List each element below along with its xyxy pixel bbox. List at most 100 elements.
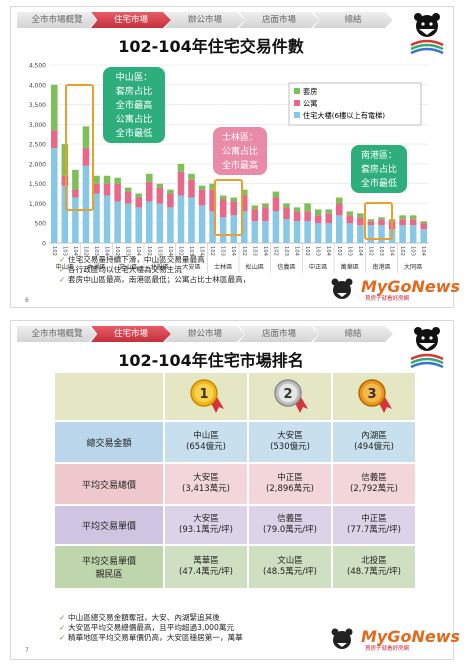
medal-cell: 1 <box>165 373 247 420</box>
nav-tab-market-overview[interactable]: 全市市場概覽 <box>17 326 97 342</box>
bar-segment <box>103 183 111 196</box>
bar-segment <box>378 225 385 243</box>
x-year-label: 102 <box>51 246 57 256</box>
nav-tab-residential[interactable]: 住宅市場 <box>91 12 171 28</box>
bar-segment <box>314 223 322 243</box>
bar-segment <box>188 173 195 180</box>
bar-segment <box>283 207 290 220</box>
x-district-label: 萬華區 <box>341 263 360 271</box>
bar-segment <box>124 191 132 204</box>
bar-segment <box>61 185 69 243</box>
bar-segment <box>93 193 100 243</box>
y-tick-label: 1,500 <box>29 181 46 188</box>
x-year-label: 103 <box>346 246 352 256</box>
watermark-subtext: 買房子就看好房網 <box>365 296 410 302</box>
bar-segment <box>177 195 185 243</box>
bar-segment <box>420 221 427 224</box>
row-header-affordable-districts: 平均交易單價 親民區 <box>55 546 163 588</box>
bar-segment <box>293 207 301 212</box>
bar-segment <box>262 221 269 243</box>
rank-cell: 萬華區 (47.4萬元/坪) <box>165 546 247 588</box>
x-year-label: 102 <box>367 246 373 256</box>
bar-segment <box>209 189 216 212</box>
rank-cell: 大安區 (3,413萬元) <box>165 464 247 504</box>
highlight-box-zhongshan <box>65 84 94 211</box>
bar-segment <box>241 211 248 243</box>
watermark-text: MyGoNews <box>361 627 461 646</box>
bar-segment <box>272 211 280 243</box>
watermark-text: MyGoNews <box>361 277 461 296</box>
rank-cell: 信義區 (79.0萬元/坪) <box>249 506 331 544</box>
bar-segment <box>135 193 142 198</box>
bar-segment <box>325 223 332 243</box>
nav-tab-summary[interactable]: 總結 <box>313 326 393 342</box>
table-row: 平均交易總價 大安區 (3,413萬元) 中正區 (2,896萬元) 信義區 (2,7… <box>55 464 415 504</box>
district-name: 信義區 <box>277 514 303 524</box>
bar-segment <box>124 203 132 243</box>
y-tick-label: 0 <box>42 241 46 248</box>
callout-shilin-text: 士林區：公寓占比全市最高 <box>222 131 258 171</box>
x-year-label: 103 <box>125 246 131 256</box>
nav-tab-market-overview[interactable]: 全市市場概覽 <box>17 12 97 28</box>
bar-segment <box>103 195 111 243</box>
bar-segment <box>346 215 354 224</box>
bar-segment <box>188 179 195 198</box>
y-tick-label: 2,500 <box>29 142 46 149</box>
finding-item: 各行政區均以住宅大樓為交易主流 <box>59 265 250 275</box>
district-value: (530億元) <box>270 442 310 452</box>
rank-cell: 北投區 (48.7萬元/坪) <box>333 546 415 588</box>
bar-segment <box>93 175 100 184</box>
bar-segment <box>325 209 332 214</box>
transaction-count-chart: 0 500 1,000 1,500 2,000 2,500 3,000 3,500 4,000 4… <box>29 63 429 273</box>
bar-segment <box>114 201 121 243</box>
section-nav: 全市市場概覽 住宅市場 辦公市場 店面市場 總結 <box>17 326 393 342</box>
legend-label-suite: 套房 <box>303 87 317 96</box>
x-year-label: 104 <box>294 246 300 257</box>
bar-segment <box>188 197 195 243</box>
bar-segment <box>367 225 375 243</box>
bar-segment <box>167 207 174 243</box>
x-year-label: 104 <box>72 246 78 257</box>
bar-segment <box>283 219 290 243</box>
bar-segment <box>61 144 69 176</box>
bar-segment <box>61 175 69 186</box>
bar-segment <box>314 209 322 216</box>
nav-tab-office[interactable]: 辦公市場 <box>165 12 245 28</box>
nav-tab-office[interactable]: 辦公市場 <box>165 326 245 342</box>
district-name: 內湖區 <box>361 431 387 441</box>
nav-tab-retail[interactable]: 店面市場 <box>239 12 319 28</box>
y-tick-label: 3,500 <box>29 102 46 109</box>
bar-segment <box>272 191 280 198</box>
bar-segment <box>283 203 290 208</box>
x-year-label: 103 <box>156 246 162 256</box>
bar-segment <box>399 225 406 243</box>
bar-segment <box>177 163 185 172</box>
medal-rank-1: 1 <box>199 387 208 402</box>
bar-segment <box>103 175 111 184</box>
nav-tab-summary[interactable]: 總結 <box>313 12 393 28</box>
legend-label-apartment: 公寓 <box>303 99 317 108</box>
bar-segment <box>399 215 406 220</box>
ranking-table: 1 2 3 總交易金額 <box>53 371 417 590</box>
chart-legend <box>288 82 422 126</box>
bear-mascot-icon <box>331 628 353 649</box>
bar-segment <box>304 211 311 222</box>
nav-tab-retail[interactable]: 店面市場 <box>239 326 319 342</box>
district-value: (494億元) <box>354 442 394 452</box>
bar-segment <box>251 205 259 210</box>
callout-nangang-text: 南港區：套房占比全市最低 <box>361 149 397 189</box>
legend-swatch-building <box>294 112 300 118</box>
finding-item: 精華地區平均交易單價仍高，大安區穩居第一，萬華 <box>59 633 243 643</box>
bar-segment <box>114 183 121 202</box>
bar-segment <box>114 177 121 184</box>
bar-segment <box>230 215 237 243</box>
district-name: 萬華區 <box>193 556 219 566</box>
bar-segment <box>336 197 343 204</box>
nav-tab-residential[interactable]: 住宅市場 <box>91 326 171 342</box>
legend-swatch-apartment <box>294 100 300 106</box>
taipei-bear-logo-icon <box>410 327 444 369</box>
bar-segment <box>420 229 427 243</box>
bar-segment <box>272 197 280 212</box>
bar-segment <box>219 199 227 218</box>
table-corner <box>55 373 163 420</box>
